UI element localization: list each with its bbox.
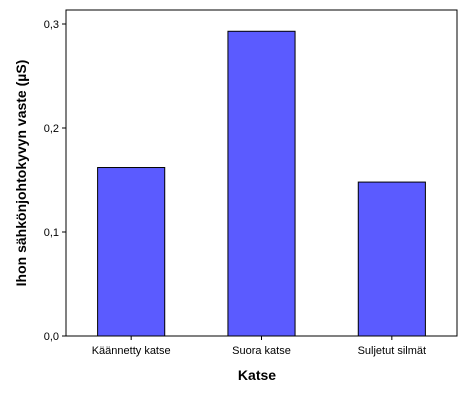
x-axis-title: Katse xyxy=(238,367,276,383)
bar-suora-katse xyxy=(227,30,296,337)
bar-käännetty-katse xyxy=(97,167,166,337)
x-tick-label: Suljetut silmät xyxy=(358,345,426,357)
bar-suljetut-silmät xyxy=(357,181,426,337)
y-tick-label: 0,0 xyxy=(44,331,59,343)
x-tick-label: Käännetty katse xyxy=(92,345,171,357)
x-tick-label: Suora katse xyxy=(232,345,291,357)
y-tick-label: 0,3 xyxy=(44,19,59,31)
y-tick-label: 0,2 xyxy=(44,123,59,135)
y-axis-title: Ihon sähkönjohtokyvyn vaste (µS) xyxy=(13,60,29,287)
y-tick-label: 0,1 xyxy=(44,227,59,239)
